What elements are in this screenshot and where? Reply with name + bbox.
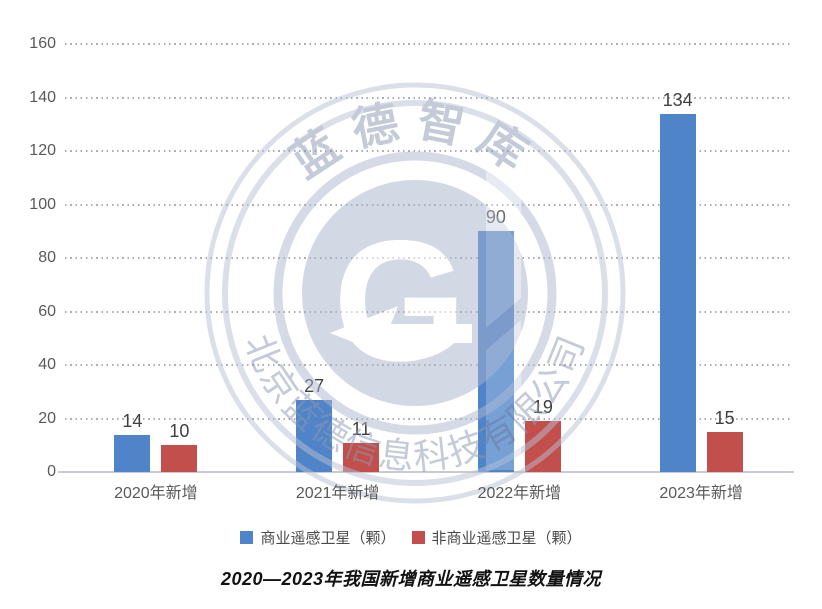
- y-axis-tick-label: 40: [38, 356, 56, 373]
- legend-item-non-commercial: 非商业遥感卫星（颗）: [411, 527, 582, 548]
- bar-non-commercial-0: [161, 445, 198, 472]
- bar-commercial-2: [477, 231, 514, 472]
- y-axis-tick-label: 120: [29, 142, 56, 159]
- bar-commercial-1: [296, 399, 333, 472]
- bar-value-label-commercial-3: 134: [662, 89, 693, 110]
- y-axis-tick-label: 20: [38, 409, 56, 427]
- legend-swatch-non-commercial-icon: [411, 531, 425, 544]
- bar-value-label-commercial-2: 90: [485, 207, 506, 228]
- y-axis-tick-label: 0: [47, 463, 56, 480]
- y-axis-tick-label: 140: [29, 88, 56, 106]
- gridline: [65, 43, 792, 45]
- x-axis-category-label: 2021年新增: [295, 485, 380, 502]
- bar-value-label-non-commercial-1: 11: [351, 418, 371, 439]
- legend-swatch-commercial-icon: [240, 531, 254, 544]
- y-axis-tick-label: 80: [38, 249, 56, 266]
- legend-item-commercial: 商业遥感卫星（颗）: [240, 527, 396, 548]
- bar-value-label-commercial-0: 14: [122, 410, 143, 431]
- bar-commercial-0: [114, 434, 151, 472]
- bar-non-commercial-3: [706, 431, 743, 472]
- chart-title: 2020—2023年我国新增商业遥感卫星数量情况: [220, 569, 602, 589]
- y-axis-tick-label: 160: [29, 35, 56, 52]
- x-axis-category-label: 2022年新增: [477, 485, 562, 502]
- bar-value-label-non-commercial-0: 10: [169, 421, 190, 442]
- bar-value-label-commercial-1: 27: [304, 375, 325, 396]
- bar-value-label-non-commercial-2: 19: [532, 397, 553, 418]
- plot-area: 14 10 27 11 90 19 134 15: [58, 43, 794, 473]
- legend-label: 商业遥感卫星（颗）: [260, 530, 396, 547]
- bar-non-commercial-1: [343, 442, 380, 472]
- legend-label: 非商业遥感卫星（颗）: [431, 530, 582, 547]
- bar-value-label-non-commercial-3: 15: [714, 407, 735, 428]
- bar-non-commercial-2: [524, 421, 561, 472]
- y-axis-tick-label: 60: [38, 302, 56, 320]
- x-axis-category-label: 2023年新增: [659, 485, 743, 502]
- y-axis-tick-label: 100: [29, 195, 56, 213]
- bar-commercial-3: [659, 113, 696, 472]
- x-axis-category-label: 2020年新增: [114, 485, 198, 502]
- legend: 商业遥感卫星（颗） 非商业遥感卫星（颗）: [0, 527, 822, 548]
